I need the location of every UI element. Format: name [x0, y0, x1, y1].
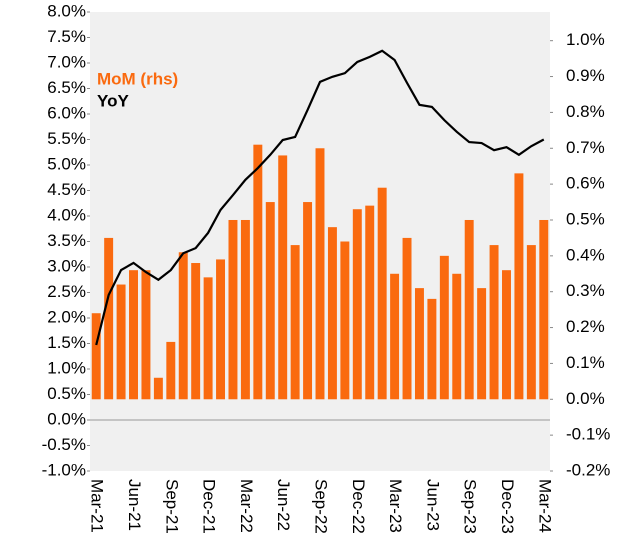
bar — [216, 259, 226, 400]
bar — [514, 173, 524, 400]
y-tick-label: 2.0% — [47, 307, 86, 326]
y2-tick-label: 0.6% — [566, 174, 605, 193]
x-tick-label: Jun-22 — [274, 479, 293, 531]
bar — [153, 377, 163, 400]
y-tick-label: 4.0% — [47, 205, 86, 224]
bar — [539, 219, 549, 400]
bar — [141, 270, 151, 400]
bar — [427, 298, 437, 400]
bar — [104, 237, 114, 400]
bar — [464, 219, 474, 400]
bar — [414, 288, 424, 400]
legend-label: MoM (rhs) — [97, 69, 178, 88]
bar — [253, 144, 263, 400]
y-tick-label: 3.5% — [47, 231, 86, 250]
y-tick-label: 3.0% — [47, 256, 86, 275]
y2-tick-label: 0.2% — [566, 317, 605, 336]
bar — [278, 155, 288, 400]
bar — [390, 273, 400, 400]
bar — [489, 245, 499, 400]
bar — [402, 237, 412, 400]
x-tick-label: Mar-21 — [88, 479, 107, 533]
bar — [452, 273, 462, 400]
y-tick-label: 5.0% — [47, 154, 86, 173]
y-tick-label: 8.0% — [47, 1, 86, 20]
x-tick-label: Jun-23 — [423, 479, 442, 531]
x-tick-label: Dec-21 — [200, 479, 219, 534]
x-tick-label: Jun-21 — [125, 479, 144, 531]
y-tick-label: 0.5% — [47, 384, 86, 403]
y2-tick-label: 0.8% — [566, 102, 605, 121]
y-tick-label: 6.0% — [47, 103, 86, 122]
bar — [352, 209, 362, 400]
y-tick-label: 1.5% — [47, 333, 86, 352]
bar — [265, 202, 275, 400]
bar — [340, 241, 350, 400]
x-tick-label: Mar-23 — [386, 479, 405, 533]
y2-tick-label: 0.5% — [566, 209, 605, 228]
bar — [240, 219, 250, 400]
y-tick-label: 4.5% — [47, 180, 86, 199]
y-tick-label: 7.5% — [47, 27, 86, 46]
bar — [303, 202, 313, 400]
bar — [129, 270, 138, 400]
x-tick-label: Mar-22 — [237, 479, 256, 533]
bar — [315, 148, 325, 400]
y2-tick-label: 0.4% — [566, 245, 605, 264]
bar — [377, 187, 387, 400]
x-tick-label: Sep-21 — [162, 479, 181, 534]
y-tick-label: 7.0% — [47, 52, 86, 71]
bar — [327, 227, 337, 400]
bar — [166, 341, 176, 400]
y2-tick-label: 0.7% — [566, 138, 605, 157]
y-tick-label: 6.5% — [47, 78, 86, 97]
bar — [91, 313, 101, 400]
y-tick-label: 0.0% — [47, 409, 86, 428]
y-tick-label: 5.5% — [47, 129, 86, 148]
x-tick-label: Sep-23 — [461, 479, 480, 534]
bar — [526, 245, 536, 400]
bar — [191, 263, 201, 400]
bar — [203, 277, 213, 400]
x-tick-label: Mar-24 — [535, 479, 554, 533]
bar — [439, 255, 449, 400]
x-tick-label: Sep-22 — [312, 479, 331, 534]
bar — [365, 205, 375, 400]
bar — [290, 245, 300, 400]
y2-tick-label: -0.2% — [566, 460, 610, 479]
bar — [228, 219, 238, 400]
y2-tick-label: 1.0% — [566, 30, 605, 49]
bar — [477, 288, 487, 400]
y-tick-label: -1.0% — [42, 460, 86, 479]
line — [95, 49, 545, 346]
y2-tick-label: 0.0% — [566, 389, 605, 408]
y-tick-label: 2.5% — [47, 282, 86, 301]
y2-tick-label: -0.1% — [566, 425, 610, 444]
y2-tick-label: 0.9% — [566, 66, 605, 85]
y2-tick-label: 0.1% — [566, 353, 605, 372]
x-tick-label: Dec-23 — [498, 479, 517, 534]
bar — [502, 270, 511, 400]
legend-label: YoY — [97, 91, 129, 110]
y-tick-label: -0.5% — [42, 435, 86, 454]
y-tick-label: 1.0% — [47, 358, 86, 377]
bar — [116, 284, 126, 400]
bar — [178, 252, 188, 400]
x-tick-label: Dec-22 — [349, 479, 368, 534]
y2-tick-label: 0.3% — [566, 281, 605, 300]
